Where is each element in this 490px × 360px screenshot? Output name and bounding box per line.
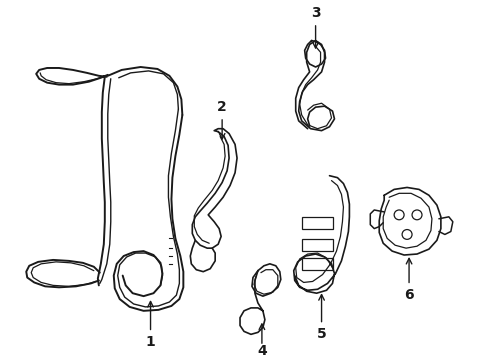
Text: 5: 5 [317, 327, 326, 341]
Text: 4: 4 [257, 344, 267, 358]
Bar [302, 258, 334, 270]
Text: 6: 6 [404, 288, 414, 302]
Text: 1: 1 [146, 335, 155, 349]
Text: 3: 3 [311, 6, 320, 20]
Bar [302, 239, 334, 251]
Bar [302, 217, 334, 229]
Text: 2: 2 [217, 100, 227, 114]
